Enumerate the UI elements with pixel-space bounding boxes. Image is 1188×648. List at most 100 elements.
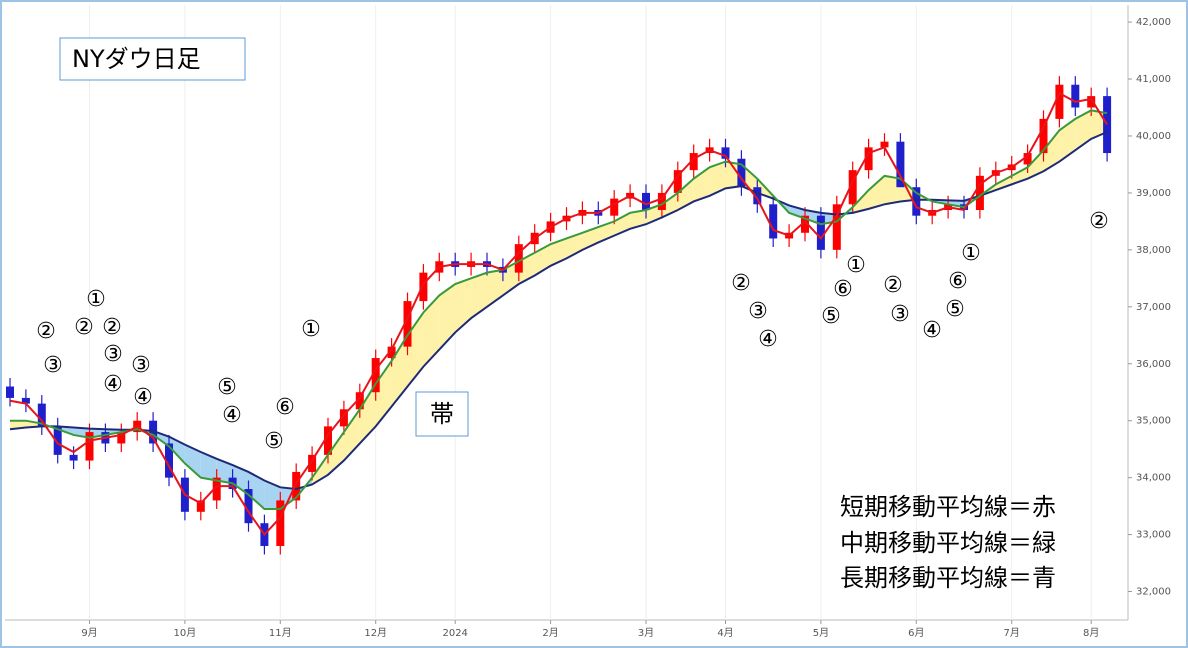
candle-body — [801, 215, 809, 233]
band — [566, 232, 583, 259]
candle-body — [848, 170, 857, 205]
band — [391, 335, 408, 407]
annotation: ④ — [222, 403, 242, 428]
candle-body — [1055, 84, 1064, 119]
ma-line — [9, 91, 1108, 537]
x-tick-label: 9月 — [81, 627, 97, 639]
candle-body — [610, 198, 619, 216]
candle-body — [419, 272, 428, 302]
annotation: ⑥ — [833, 277, 853, 302]
band-label-box — [415, 391, 469, 437]
band — [550, 238, 567, 266]
candle-body — [896, 141, 905, 188]
x-tick-label: 11月 — [269, 627, 292, 639]
candle-body — [355, 392, 364, 410]
y-tick-label: 39,000 — [1136, 188, 1171, 199]
y-tick-label: 32,000 — [1136, 587, 1171, 598]
annotation: ② — [1089, 209, 1109, 234]
band — [1059, 118, 1076, 162]
band — [995, 175, 1012, 191]
ma-line — [10, 109, 1108, 510]
legend-entry: 長期移動平均線＝青 — [840, 564, 1056, 592]
y-tick-label: 33,000 — [1136, 530, 1171, 541]
candle-body — [69, 454, 78, 461]
annotation: ③ — [131, 353, 151, 378]
annotation: ② — [74, 315, 94, 340]
candle-body — [37, 403, 46, 427]
candle-body — [832, 204, 841, 250]
chart-title: NYダウ日足 — [72, 45, 201, 73]
candle-body — [292, 471, 301, 501]
annotation: ④ — [922, 318, 942, 343]
candle-body — [689, 153, 698, 171]
candle-body — [403, 301, 412, 347]
x-tick-label: 12月 — [364, 627, 387, 639]
annotation: ③ — [890, 302, 910, 327]
candle-body — [149, 420, 158, 444]
y-tick-label: 35,000 — [1136, 416, 1171, 427]
candle-body — [387, 346, 396, 359]
candle-body — [737, 158, 746, 188]
band — [471, 272, 487, 319]
band — [232, 465, 249, 495]
annotation: ④ — [103, 372, 123, 397]
band — [359, 383, 376, 444]
band — [216, 458, 233, 484]
band — [455, 278, 472, 333]
annotation: ⑤ — [217, 375, 237, 400]
candle-body — [339, 409, 348, 427]
band — [677, 178, 694, 210]
candle-body — [880, 141, 889, 148]
y-tick-label: 37,000 — [1136, 302, 1171, 313]
annotation: ⑤ — [945, 297, 965, 322]
candle-body — [212, 477, 221, 501]
annotation: ④ — [758, 327, 778, 352]
y-tick-label: 41,000 — [1136, 74, 1171, 85]
candle-body — [816, 215, 825, 250]
candle-body — [1039, 118, 1048, 154]
x-tick-label: 7月 — [1004, 627, 1020, 639]
candle-body — [912, 187, 921, 216]
x-tick-label: 2月 — [542, 627, 558, 639]
x-tick-label: 4月 — [717, 627, 733, 639]
candle-body — [276, 500, 285, 546]
candle-body — [769, 204, 778, 239]
y-tick-label: 38,000 — [1136, 245, 1171, 256]
annotation: ① — [86, 287, 106, 312]
candle-body — [1071, 84, 1080, 108]
candle-body — [1087, 96, 1096, 108]
annotation: ③ — [103, 342, 123, 367]
candle-body — [673, 170, 682, 193]
candle-body — [514, 244, 523, 273]
band — [1043, 130, 1060, 172]
annotation: ④ — [133, 385, 153, 410]
legend-entry: 中期移動平均線＝緑 — [840, 529, 1056, 557]
band — [1027, 150, 1044, 179]
band — [423, 295, 440, 367]
x-tick-label: 8月 — [1083, 627, 1099, 639]
annotation: ① — [961, 241, 981, 266]
candle-body — [165, 443, 173, 478]
annotation: ② — [883, 273, 903, 298]
candle-body — [53, 426, 62, 455]
band — [693, 167, 710, 202]
annotation: ② — [731, 271, 751, 296]
candle-body — [864, 147, 873, 171]
y-tick-label: 36,000 — [1136, 359, 1171, 370]
candle-body — [657, 192, 666, 210]
band — [1011, 167, 1028, 185]
annotation: ⑥ — [275, 395, 295, 420]
plot: 32,000 33,000 34,000 35,000 36,000 37,000 38,0… — [5, 5, 1171, 639]
candle-body — [117, 432, 126, 444]
band — [868, 175, 885, 209]
band — [200, 452, 217, 481]
annotation: ③ — [43, 353, 63, 378]
band — [630, 210, 646, 229]
annotation: ⑥ — [948, 269, 968, 294]
candle-body — [85, 432, 94, 461]
candle-body — [371, 358, 380, 393]
band-label: 帯 — [430, 400, 454, 428]
